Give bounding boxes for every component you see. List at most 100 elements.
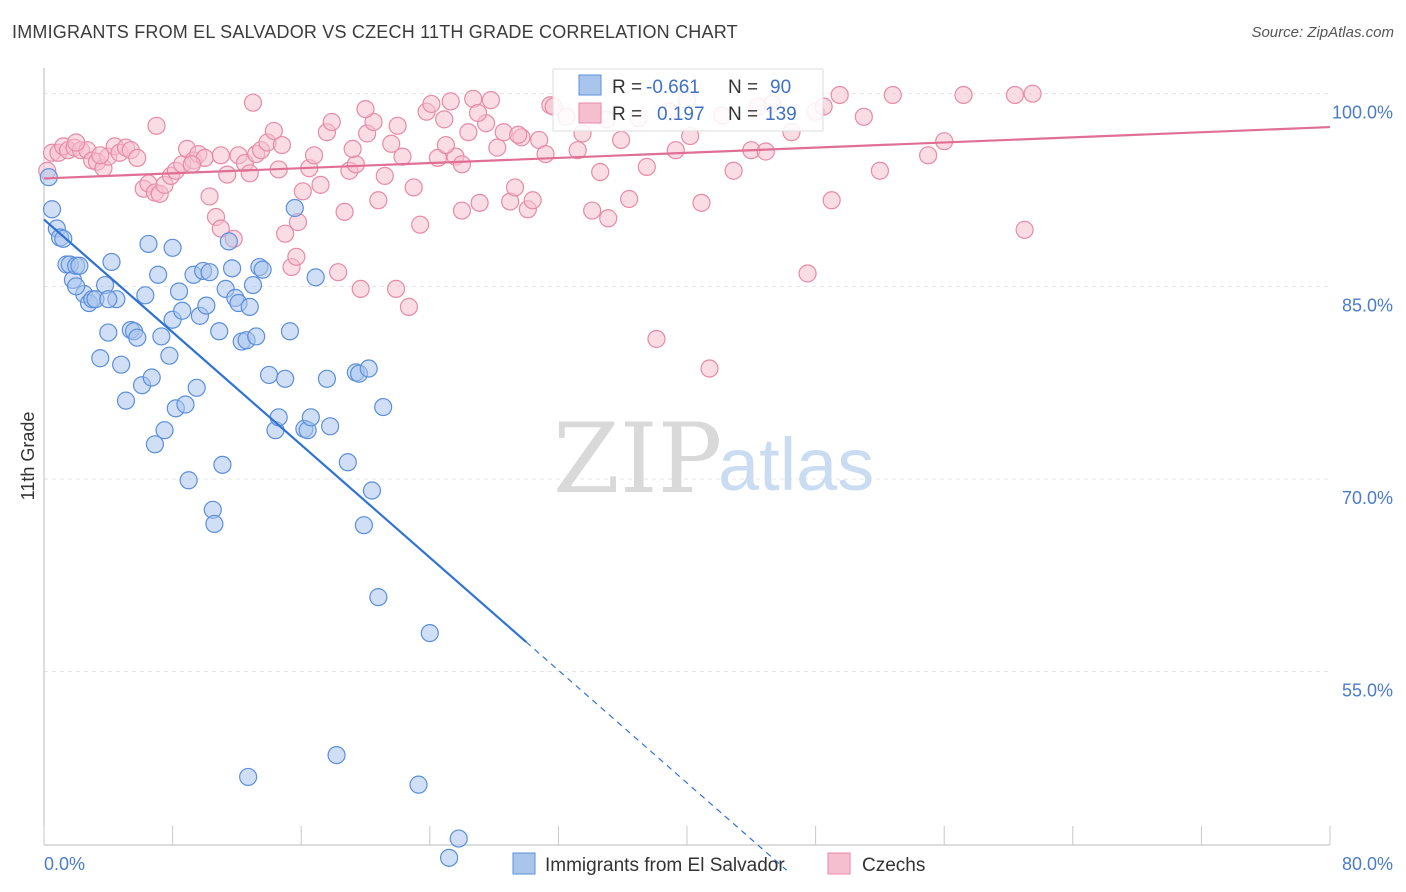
czechs-point-81 xyxy=(505,178,525,197)
czechs-point-77 xyxy=(481,91,500,110)
czechs-point-137 xyxy=(509,125,528,144)
el-salvador-point-26 xyxy=(139,234,158,254)
watermark-zip: ZIP xyxy=(553,403,722,515)
el-salvador-point-70 xyxy=(306,268,325,287)
czechs-point-52 xyxy=(335,202,354,221)
x-tick-label-1: 80.0% xyxy=(1342,854,1393,874)
czechs-point-16 xyxy=(128,148,147,168)
stats-r-label-el-salvador: R = xyxy=(612,77,642,98)
el-salvador-point-87 xyxy=(163,238,182,257)
stats-n-label-czechs: N = xyxy=(728,104,758,125)
czechs-point-118 xyxy=(919,146,938,165)
y-tick-label-2: 70.0% xyxy=(1342,488,1393,508)
el-salvador-point-50 xyxy=(219,232,238,251)
czechs-point-42 xyxy=(276,224,295,243)
czechs-point-127 xyxy=(211,146,230,165)
el-salvador-point-51 xyxy=(222,259,242,278)
czechs-point-93 xyxy=(599,209,618,228)
czechs-trendline xyxy=(43,125,1331,180)
czechs-point-98 xyxy=(647,329,666,349)
el-salvador-point-4 xyxy=(54,229,73,248)
czechs-point-107 xyxy=(756,142,775,161)
el-salvador-point-31 xyxy=(155,421,174,440)
el-salvador-point-85 xyxy=(449,829,468,848)
y-axis-label: 11th Grade xyxy=(18,412,38,501)
el-salvador-point-40 xyxy=(187,378,206,397)
czechs-point-69 xyxy=(435,110,454,129)
czechs-point-62 xyxy=(393,147,412,166)
czechs-point-73 xyxy=(459,123,478,142)
czechs-point-100 xyxy=(666,141,685,160)
el-salvador-point-1 xyxy=(42,200,62,219)
czechs-point-123 xyxy=(1023,84,1042,103)
czechs-point-94 xyxy=(611,130,631,150)
el-salvador-point-37 xyxy=(176,395,195,414)
czechs-points xyxy=(38,84,1042,378)
legend-swatch-czechs xyxy=(827,852,851,875)
el-salvador-point-9 xyxy=(70,256,89,275)
el-salvador-point-48 xyxy=(213,455,232,474)
el-salvador-point-35 xyxy=(169,282,189,301)
el-salvador-point-80 xyxy=(369,588,388,607)
czechs-point-51 xyxy=(329,263,348,282)
czechs-point-48 xyxy=(311,175,330,194)
el-salvador-point-71 xyxy=(317,369,337,388)
el-salvador-point-58 xyxy=(247,327,266,346)
czechs-point-128 xyxy=(147,116,166,135)
czechs-point-70 xyxy=(441,92,460,111)
czechs-point-47 xyxy=(304,146,324,165)
el-salvador-point-38 xyxy=(179,471,198,490)
el-salvador-point-63 xyxy=(269,408,288,427)
el-salvador-point-47 xyxy=(210,322,229,341)
czechs-point-63 xyxy=(399,297,419,316)
czechs-point-140 xyxy=(272,135,292,155)
czechs-point-92 xyxy=(591,162,610,182)
legend-label-czechs: Czechs xyxy=(862,855,925,876)
czechs-point-120 xyxy=(954,85,973,105)
czechs-point-65 xyxy=(411,215,430,234)
el-salvador-point-72 xyxy=(321,417,340,436)
czechs-point-44 xyxy=(287,247,306,266)
el-salvador-point-20 xyxy=(116,391,136,410)
czechs-point-102 xyxy=(692,193,711,212)
el-salvador-point-89 xyxy=(67,277,86,296)
czechs-point-138 xyxy=(356,99,375,119)
czechs-point-131 xyxy=(182,155,201,174)
el-salvador-point-65 xyxy=(280,322,300,341)
watermark: ZIP atlas xyxy=(553,403,874,515)
chart-source: Source: ZipAtlas.com xyxy=(1251,24,1394,41)
bottom-legend: Immigrants from El Salvador Czechs xyxy=(512,852,925,876)
el-salvador-point-84 xyxy=(439,848,459,867)
czechs-point-57 xyxy=(364,112,383,132)
watermark-atlas: atlas xyxy=(718,423,874,506)
stats-r-value-czechs: 0.197 xyxy=(657,104,705,125)
czechs-point-117 xyxy=(883,85,902,105)
el-salvador-point-29 xyxy=(149,265,168,284)
czechs-point-54 xyxy=(346,155,365,174)
stats-r-label-czechs: R = xyxy=(612,104,642,125)
el-salvador-point-27 xyxy=(142,368,161,387)
el-salvador-point-81 xyxy=(374,397,393,417)
el-salvador-point-56 xyxy=(240,297,259,316)
czechs-point-72 xyxy=(452,201,472,220)
legend-label-el-salvador: Immigrants from El Salvador xyxy=(545,855,785,876)
czechs-point-126 xyxy=(452,155,472,174)
czechs-point-67 xyxy=(422,94,441,114)
czechs-point-64 xyxy=(404,178,423,197)
czechs-point-31 xyxy=(211,219,230,238)
czechs-point-103 xyxy=(700,359,719,378)
el-salvador-point-74 xyxy=(338,453,357,472)
el-salvador-point-66 xyxy=(285,198,304,218)
czechs-point-134 xyxy=(468,103,488,123)
x-axis-tick-labels: 0.0% 80.0% xyxy=(44,854,1393,874)
el-salvador-point-86 xyxy=(239,767,258,787)
el-salvador-point-64 xyxy=(276,369,295,388)
el-salvador-point-23 xyxy=(128,328,147,347)
y-tick-label-1: 85.0% xyxy=(1342,295,1393,315)
el-salvador-point-44 xyxy=(200,263,219,282)
el-salvador-point-82 xyxy=(409,775,428,794)
czechs-point-60 xyxy=(382,134,401,153)
czechs-point-122 xyxy=(1015,220,1034,239)
stats-n-value-czechs: 139 xyxy=(765,104,797,125)
